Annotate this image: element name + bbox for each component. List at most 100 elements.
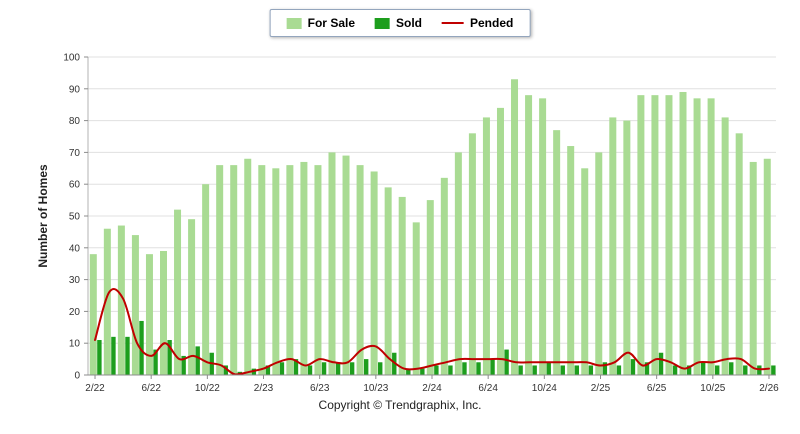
bar-for-sale <box>174 209 182 375</box>
bar-for-sale <box>553 130 561 375</box>
bar-for-sale <box>721 117 729 376</box>
y-tick-label: 40 <box>69 243 81 254</box>
bar-for-sale <box>440 177 448 375</box>
bar-sold <box>715 365 720 375</box>
bar-sold <box>349 362 355 375</box>
x-tick-label: 6/25 <box>647 383 667 394</box>
line-layer <box>94 288 770 376</box>
bar-for-sale <box>145 254 153 375</box>
y-tick-label: 30 <box>69 275 81 286</box>
bar-for-sale <box>525 95 533 375</box>
bar-sold <box>195 346 200 375</box>
bar-for-sale <box>117 225 125 375</box>
bar-sold <box>125 336 130 375</box>
x-tick-label: 2/24 <box>422 383 442 394</box>
bar-for-sale <box>216 165 224 375</box>
bar-for-sale <box>370 171 378 375</box>
bar-for-sale <box>735 133 743 375</box>
y-tick-label: 0 <box>74 371 80 382</box>
bar-sold <box>743 365 748 375</box>
bar-for-sale <box>581 168 589 375</box>
x-tick-label: 10/23 <box>363 383 388 394</box>
bar-sold <box>406 368 411 375</box>
bar-for-sale <box>651 95 659 375</box>
bar-sold <box>518 365 523 375</box>
bar-sold <box>504 349 509 375</box>
copyright-text: Copyright © Trendgraphix, Inc. <box>318 398 482 412</box>
bars-layer <box>89 79 776 376</box>
bar-sold <box>771 365 776 375</box>
bar-for-sale <box>314 165 322 375</box>
pended-line-swatch-icon <box>442 22 465 24</box>
x-tick-label: 2/26 <box>759 383 779 394</box>
bar-sold <box>476 362 481 375</box>
bar-for-sale <box>595 152 603 375</box>
bar-sold <box>490 359 495 375</box>
bar-sold <box>672 365 678 375</box>
bar-for-sale <box>665 95 673 375</box>
bar-sold <box>167 340 172 375</box>
bar-for-sale <box>623 120 631 375</box>
bar-for-sale <box>356 165 364 375</box>
bar-for-sale <box>412 222 420 375</box>
bar-sold <box>153 349 158 375</box>
bar-for-sale <box>763 158 771 375</box>
bar-sold <box>335 362 341 375</box>
bar-sold <box>630 359 636 375</box>
bar-for-sale <box>707 98 715 375</box>
bar-for-sale <box>567 146 575 375</box>
bar-for-sale <box>328 152 336 375</box>
bar-for-sale <box>637 95 645 375</box>
bar-sold <box>560 365 565 375</box>
bar-for-sale <box>131 235 139 375</box>
y-axis-title: Number of Homes <box>36 164 50 268</box>
bar-for-sale <box>454 152 462 375</box>
bar-for-sale <box>89 254 97 375</box>
x-tick-label: 10/22 <box>195 383 220 394</box>
x-tick-label: 2/25 <box>591 383 611 394</box>
bar-sold <box>602 362 608 375</box>
y-tick-label: 80 <box>69 116 81 127</box>
y-tick-label: 10 <box>69 339 81 350</box>
x-tick-label: 6/22 <box>141 383 161 394</box>
legend-label-sold: Sold <box>396 16 423 30</box>
bar-for-sale <box>384 187 392 375</box>
bar-sold <box>434 365 439 375</box>
bar-for-sale <box>426 200 434 375</box>
pended-line <box>94 288 770 376</box>
bar-sold <box>700 362 706 375</box>
bar-for-sale <box>300 161 308 375</box>
bar-sold <box>321 362 327 375</box>
bar-sold <box>378 362 383 375</box>
x-tick-label: 6/23 <box>310 383 330 394</box>
bar-for-sale <box>496 107 504 375</box>
y-tick-label: 70 <box>69 148 81 159</box>
bar-sold <box>307 365 313 375</box>
bar-for-sale <box>103 228 111 375</box>
bar-sold <box>223 365 228 375</box>
bar-for-sale <box>258 165 266 375</box>
bar-for-sale <box>482 117 490 376</box>
bar-for-sale <box>286 165 294 375</box>
bar-for-sale <box>468 133 476 375</box>
bar-sold <box>574 365 579 375</box>
chart-legend: For Sale Sold Pended <box>269 9 531 37</box>
bar-sold <box>181 355 186 375</box>
bar-for-sale <box>342 155 350 375</box>
y-tick-label: 20 <box>69 307 81 318</box>
bar-for-sale <box>244 158 252 375</box>
bar-sold <box>644 362 650 375</box>
y-tick-label: 60 <box>69 180 81 191</box>
bar-sold <box>686 365 692 375</box>
bar-sold <box>279 362 285 375</box>
bar-for-sale <box>511 79 519 375</box>
bar-sold <box>588 365 594 375</box>
bar-sold <box>546 362 551 375</box>
bar-for-sale <box>188 219 196 375</box>
bar-for-sale <box>539 98 547 375</box>
sold-swatch-icon <box>375 17 391 29</box>
bar-sold <box>139 320 144 375</box>
y-tick-label: 50 <box>69 212 81 223</box>
bar-sold <box>265 365 271 375</box>
